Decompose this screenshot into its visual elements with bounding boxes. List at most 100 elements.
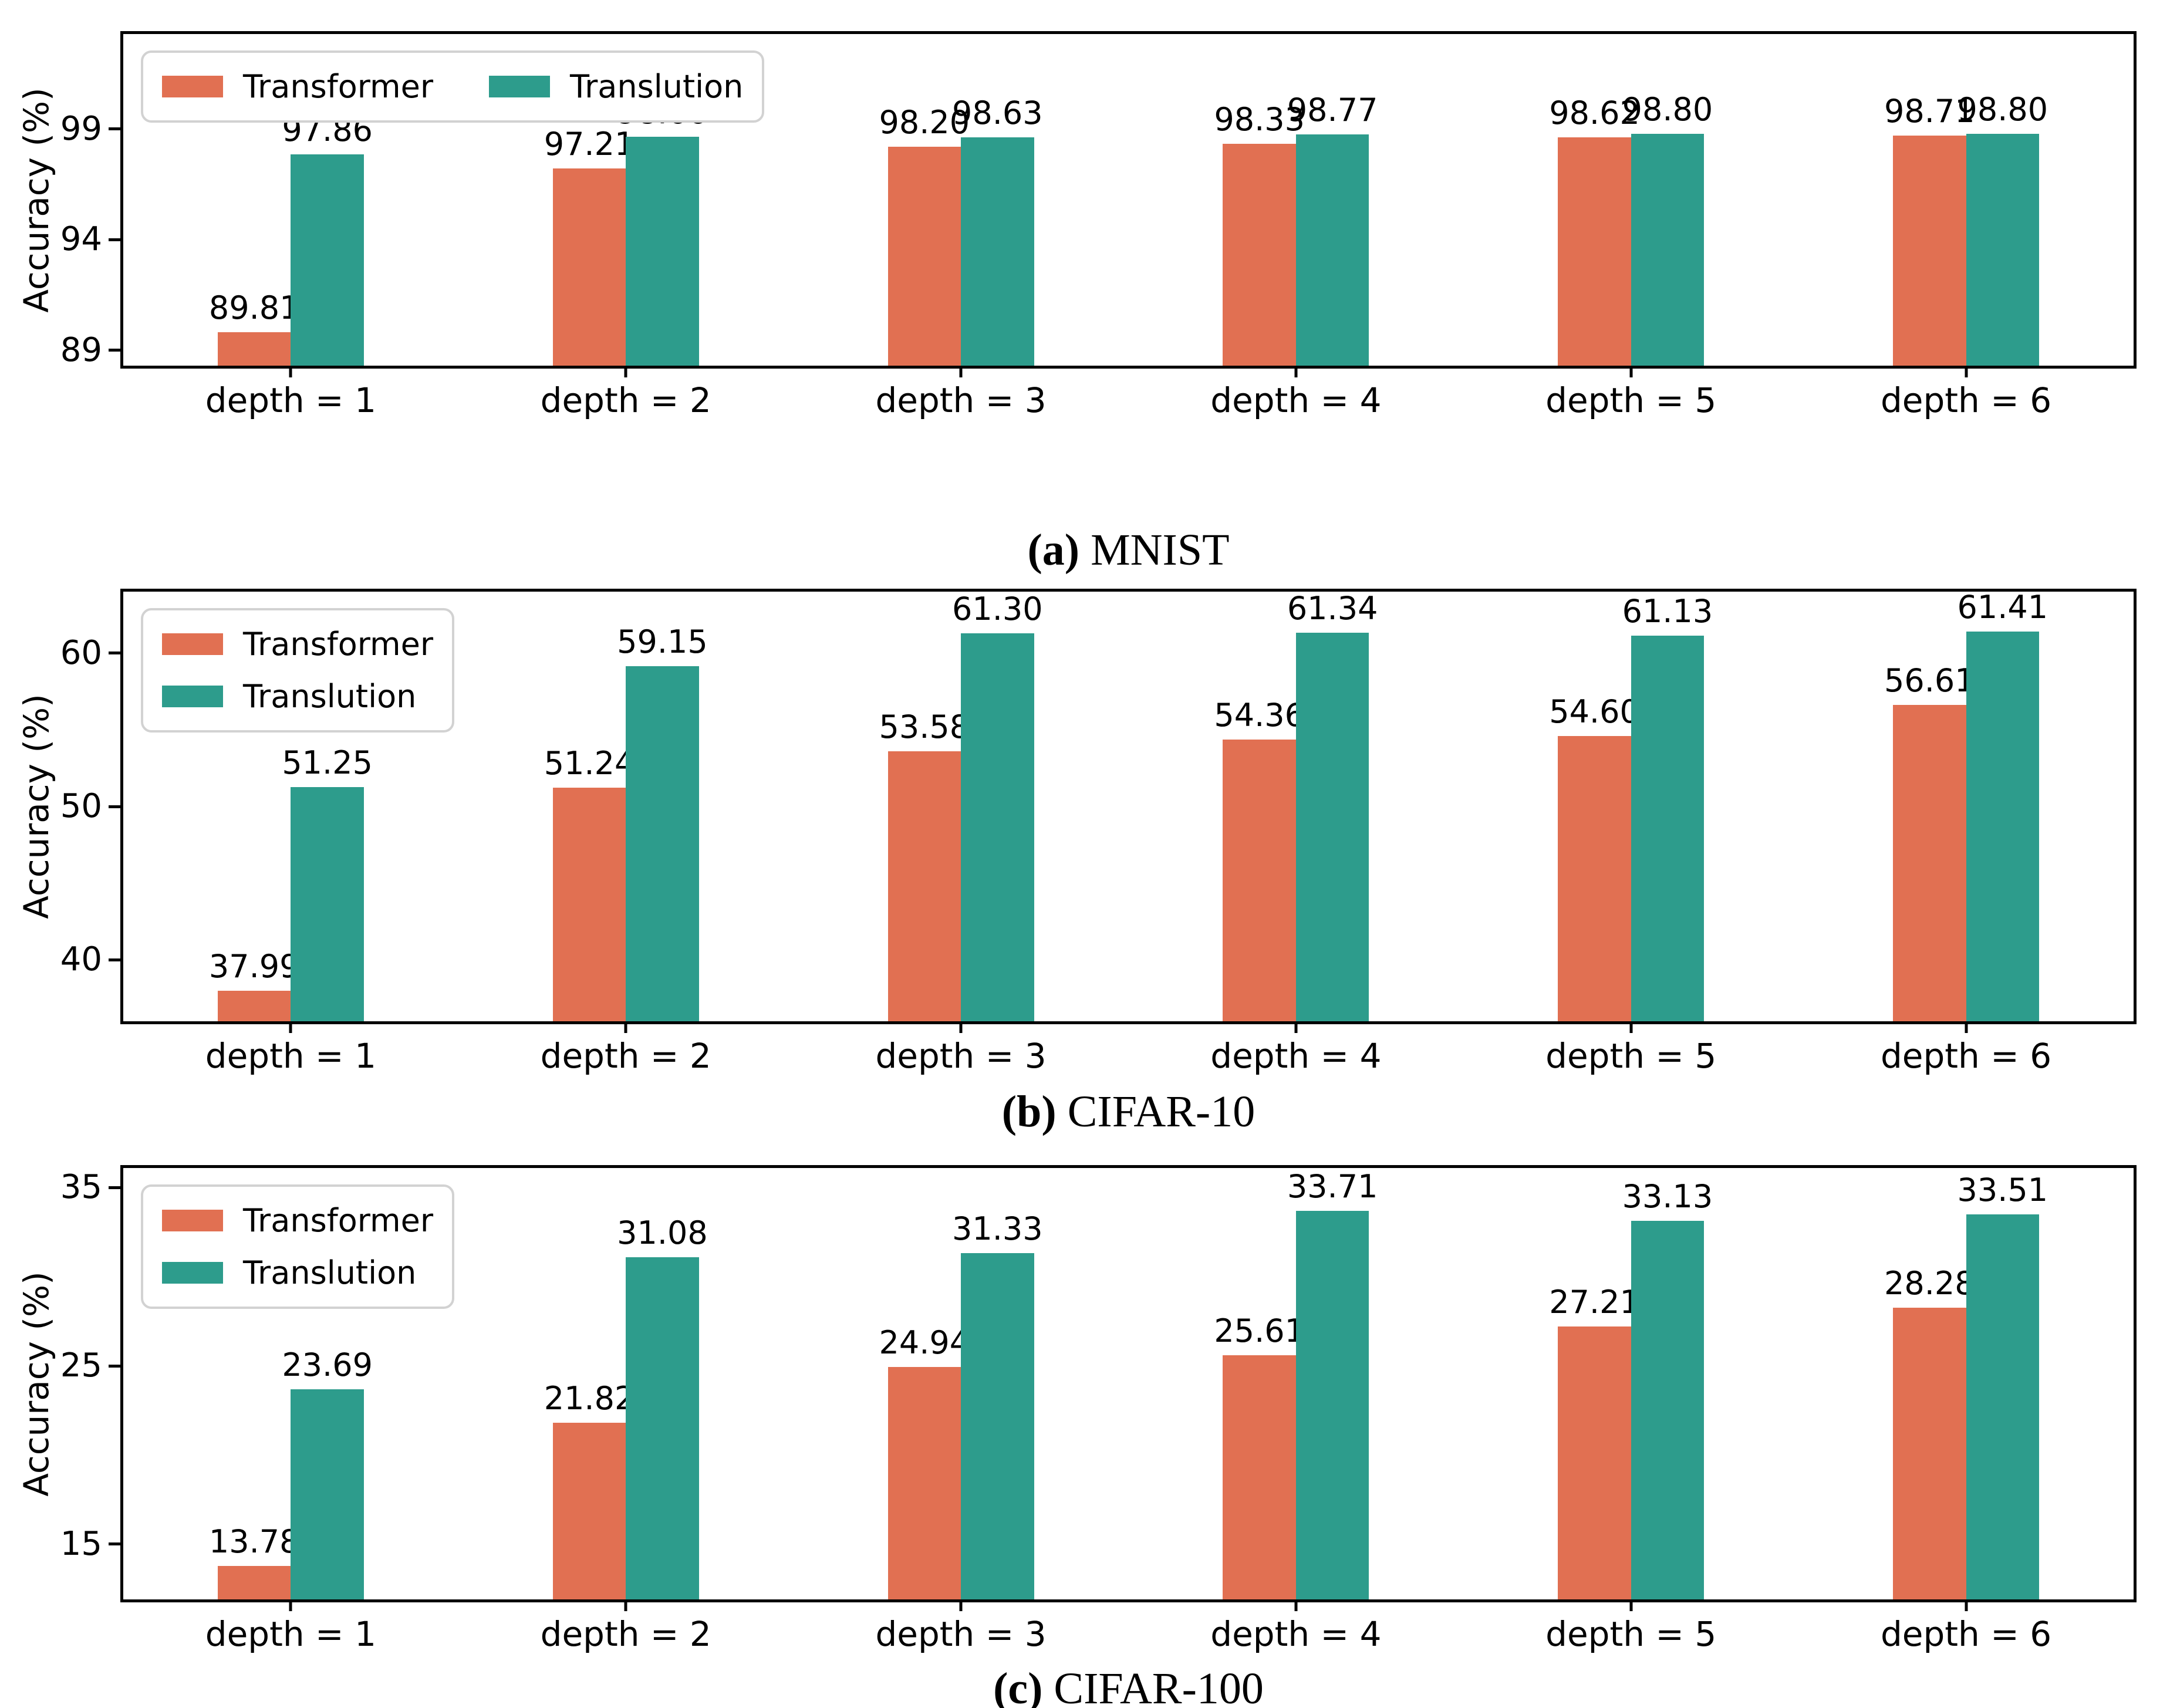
axes-mnist: Accuracy (%) 89 94 99 89.81 97.86 depth = 1 97… [16,31,2137,419]
bar-group: 27.21 33.13 depth = 5 [1463,1168,1798,1653]
bar-value-label: 61.13 [1622,593,1713,630]
bar-translution-1 [291,787,364,1021]
bar-group: 28.28 33.51 depth = 6 [1798,1168,2134,1653]
axes-cifar10: Accuracy (%) 40 50 60 37.99 51.25 depth = 1 51… [16,588,2137,1075]
bar-translution-4 [1295,1210,1369,1599]
legend-swatch-icon [162,686,223,707]
bar-transformer-6 [1893,705,1966,1021]
x-tick-mark [959,1021,963,1033]
x-tick-label: depth = 3 [875,380,1047,420]
bar-group: 13.78 23.69 depth = 1 [123,1168,458,1652]
legend-label: Transformer [243,68,434,105]
legend-swatch-icon [489,76,551,97]
x-tick-mark [1294,366,1298,377]
bar-translution-6 [1966,631,2039,1021]
legend: Transformer Translution [141,1184,455,1309]
bar-value-label: 23.69 [282,1346,373,1383]
x-tick-label: depth = 6 [1880,380,2052,420]
bar-group: 98.33 98.77 depth = 4 [1129,34,1464,419]
y-tick-label: 94 [60,220,102,259]
bar-value-label: 27.21 [1549,1284,1640,1321]
bar-group: 98.71 98.80 depth = 6 [1798,34,2134,419]
legend-item-translution: Translution [489,68,743,105]
bar-value-label: 54.60 [1549,693,1640,730]
y-tick-mark [109,1364,122,1368]
y-tick-mark [109,1542,122,1546]
bar-value-label: 51.25 [282,744,373,782]
x-tick-label: depth = 4 [1210,1036,1382,1076]
caption-cifar10: (b) CIFAR-10 [120,1087,2137,1136]
bar-value-label: 98.62 [1549,94,1640,132]
bar-value-label: 98.77 [1287,91,1378,129]
bar-value-label: 89.81 [208,289,300,327]
y-axis-label: Accuracy (%) [16,694,56,919]
bar-transformer-6 [1893,1307,1966,1599]
bar-transformer-1 [217,1565,291,1599]
x-tick-mark [1965,1599,1968,1611]
bar-value-label: 98.33 [1214,101,1305,139]
caption-prefix: (a) [1027,525,1080,575]
y-tick-label: 99 [60,109,102,148]
bar-group: 24.94 31.33 depth = 3 [794,1168,1129,1652]
x-tick-label: depth = 1 [205,380,377,420]
bar-group: 54.36 61.34 depth = 4 [1129,589,1464,1075]
y-tick-mark [109,238,122,241]
y-tick-mark [109,805,122,808]
bar-group: 98.20 98.63 depth = 3 [794,34,1129,418]
bar-value-label: 51.24 [544,744,635,782]
bar-transformer-6 [1893,135,1966,366]
x-tick-mark [1965,1021,1968,1033]
bar-value-label: 61.34 [1287,589,1378,627]
bar-translution-2 [626,666,699,1021]
x-tick-label: depth = 2 [540,1614,711,1654]
x-tick-label: depth = 6 [1880,1036,2052,1076]
bar-translution-4 [1295,632,1369,1021]
x-tick-mark [289,366,292,377]
legend-swatch-icon [162,76,223,97]
bar-value-label: 61.41 [1957,588,2048,626]
bar-group: 21.82 31.08 depth = 2 [458,1168,794,1653]
legend-swatch-icon [162,1210,223,1231]
bar-value-label: 33.51 [1957,1171,2048,1209]
bar-transformer-1 [217,332,291,366]
bar-translution-5 [1631,1221,1705,1599]
bar-value-label: 98.71 [1884,92,1975,130]
y-tick-label: 15 [60,1524,102,1563]
legend-label: Translution [243,1254,417,1291]
bar-translution-4 [1295,134,1369,366]
bar-transformer-5 [1558,1326,1631,1599]
x-tick-mark [1294,1021,1298,1033]
bar-value-label: 25.61 [1214,1312,1305,1349]
bar-value-label: 54.36 [1214,697,1305,734]
legend-label: Translution [570,68,744,105]
bar-value-label: 53.58 [879,708,970,746]
bar-transformer-4 [1223,740,1296,1021]
bar-value-label: 31.08 [617,1214,708,1252]
legend-item-transformer: Transformer [162,1202,433,1239]
x-tick-mark [624,366,627,377]
x-tick-label: depth = 1 [205,1614,377,1654]
caption-text: MNIST [1091,525,1230,575]
legend-item-transformer: Transformer [162,626,433,663]
y-tick-label: 25 [60,1346,102,1385]
x-tick-label: depth = 4 [1210,380,1382,420]
bar-value-label: 31.33 [951,1210,1043,1247]
bar-translution-5 [1631,636,1705,1021]
x-tick-mark [1629,1021,1633,1033]
caption-space [1042,1664,1054,1708]
bar-transformer-2 [552,168,626,366]
x-tick-label: depth = 4 [1210,1614,1382,1654]
bar-value-label: 56.61 [1884,662,1975,700]
x-tick-mark [289,1021,292,1033]
y-tick-mark [109,958,122,961]
caption-space [1057,1087,1068,1136]
legend-item-translution: Translution [162,1254,416,1291]
caption-mnist: (a) MNIST [120,525,2137,575]
y-tick-label: 89 [60,330,102,369]
y-axis-label: Accuracy (%) [16,87,56,313]
bar-translution-1 [291,154,364,366]
caption-prefix: (c) [993,1664,1043,1708]
bar-value-label: 13.78 [208,1523,300,1560]
bar-value-label: 37.99 [208,947,300,985]
bar-group: 56.61 61.41 depth = 6 [1798,588,2134,1075]
